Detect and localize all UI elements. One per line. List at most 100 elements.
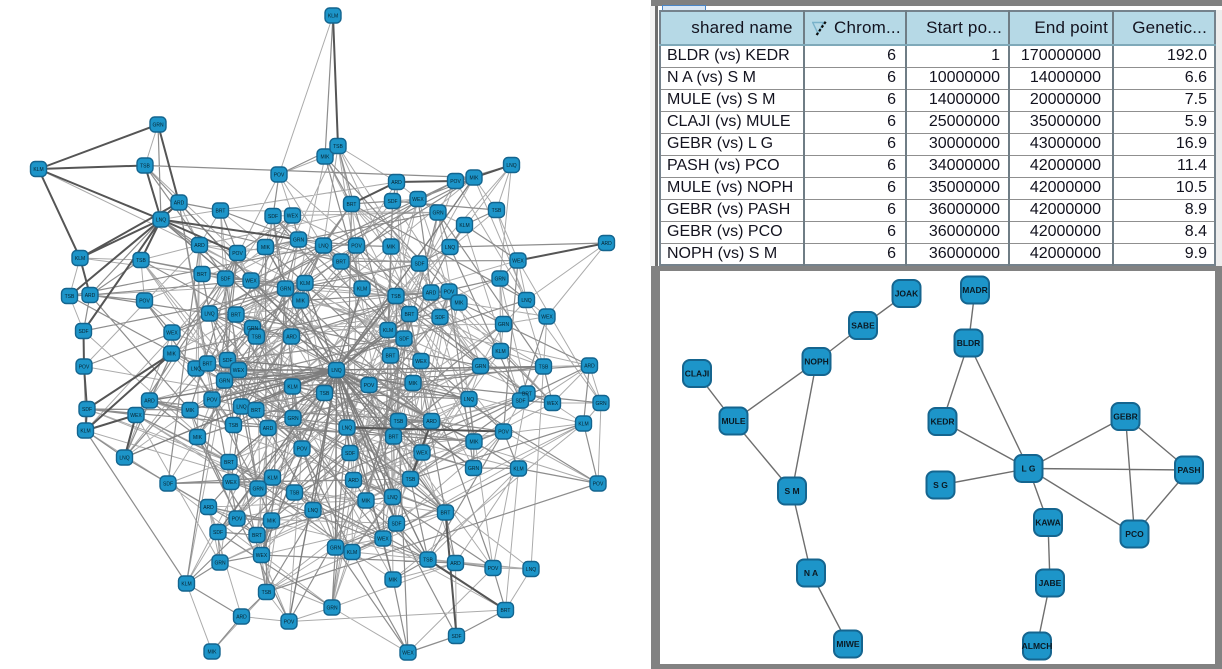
svg-text:MIK: MIK [167,351,177,357]
svg-text:SDF: SDF [268,214,278,220]
svg-text:ALMCH: ALMCH [1022,641,1053,651]
svg-text:KLM: KLM [75,256,85,262]
svg-text:SABE: SABE [851,321,875,331]
svg-text:GRN: GRN [494,276,506,282]
svg-text:ARD: ARD [426,290,437,296]
svg-text:ARD: ARD [391,180,402,186]
svg-text:ARD: ARD [194,243,205,249]
svg-text:LNQ: LNQ [204,311,214,317]
svg-text:SDF: SDF [388,199,398,205]
svg-text:CLAJI: CLAJI [685,369,710,379]
svg-text:WEX: WEX [245,278,257,284]
svg-text:MIK: MIK [362,498,372,504]
svg-text:KLM: KLM [80,428,90,434]
svg-text:ARD: ARD [144,398,155,404]
svg-text:MIK: MIK [193,435,203,441]
svg-text:KLM: KLM [181,581,191,587]
svg-text:BRT: BRT [197,272,207,278]
svg-text:KLM: KLM [347,550,357,556]
svg-text:MIK: MIK [186,408,196,414]
svg-text:WEX: WEX [541,314,553,320]
svg-text:BRT: BRT [216,208,226,214]
svg-text:BRT: BRT [389,434,399,440]
svg-text:TSB: TSB [140,163,150,169]
svg-text:BRT: BRT [224,460,234,466]
svg-text:GRN: GRN [432,210,444,216]
svg-text:GRN: GRN [595,401,607,407]
svg-text:S G: S G [933,480,948,490]
svg-text:GRN: GRN [280,286,292,292]
svg-text:GRN: GRN [247,326,259,332]
svg-text:MIK: MIK [455,300,465,306]
svg-text:KEDR: KEDR [930,417,954,427]
svg-text:WEX: WEX [233,368,245,374]
svg-text:TSB: TSB [320,391,330,397]
svg-text:GRN: GRN [214,560,226,566]
svg-text:KLM: KLM [459,223,469,229]
svg-text:SDF: SDF [223,358,233,364]
svg-text:ARD: ARD [584,363,595,369]
svg-text:POV: POV [444,289,455,295]
svg-text:POV: POV [364,383,375,389]
svg-text:KLM: KLM [578,421,588,427]
svg-text:GEBR: GEBR [1113,412,1138,422]
svg-text:SDF: SDF [435,315,445,321]
svg-text:LNQ: LNQ [464,397,474,403]
svg-text:LNQ: LNQ [506,163,516,169]
svg-text:MIK: MIK [470,175,480,181]
svg-text:POV: POV [284,619,295,625]
svg-text:WEX: WEX [225,480,237,486]
svg-text:GRN: GRN [287,416,299,422]
svg-text:POV: POV [450,179,461,185]
svg-text:LNQ: LNQ [387,495,397,501]
svg-text:LNQ: LNQ [445,245,455,251]
svg-text:KLM: KLM [513,466,523,472]
svg-text:POV: POV [232,251,243,257]
svg-text:MIK: MIK [261,245,271,251]
svg-text:LNQ: LNQ [318,243,328,249]
svg-text:MIK: MIK [321,154,331,160]
svg-text:BRT: BRT [405,312,415,318]
svg-text:SDF: SDF [82,407,92,413]
svg-text:ARD: ARD [348,478,359,484]
svg-text:KLM: KLM [383,328,393,334]
svg-text:BRT: BRT [347,202,357,208]
svg-text:GRN: GRN [326,605,338,611]
svg-text:BLDR: BLDR [957,338,981,348]
svg-text:KLM: KLM [267,475,277,481]
svg-text:PCO: PCO [1125,529,1144,539]
svg-text:JABE: JABE [1039,578,1062,588]
svg-text:TSB: TSB [229,423,239,429]
svg-text:SDF: SDF [163,481,173,487]
svg-text:WEX: WEX [166,330,178,336]
svg-text:TSB: TSB [406,477,416,483]
svg-text:PASH: PASH [1178,465,1201,475]
svg-text:POV: POV [79,364,90,370]
svg-text:LNQ: LNQ [308,508,318,514]
svg-text:BRT: BRT [251,408,261,414]
svg-text:SDF: SDF [392,521,402,527]
svg-text:TSB: TSB [262,590,272,596]
svg-text:LNQ: LNQ [191,366,201,372]
svg-text:MIK: MIK [389,577,399,583]
svg-text:KLM: KLM [357,286,367,292]
svg-text:S M: S M [784,486,799,496]
svg-text:ARD: ARD [263,426,274,432]
svg-text:MULE: MULE [721,416,745,426]
svg-text:L G: L G [1021,464,1035,474]
svg-text:NOPH: NOPH [804,357,829,367]
svg-text:SDF: SDF [516,398,526,404]
svg-text:GRN: GRN [498,322,510,328]
svg-text:KLM: KLM [287,384,297,390]
svg-text:WEX: WEX [547,401,559,407]
svg-text:WEX: WEX [130,413,142,419]
svg-text:SDF: SDF [221,276,231,282]
svg-text:GRN: GRN [293,237,305,243]
svg-text:MIK: MIK [409,381,419,387]
svg-text:N A: N A [804,568,818,578]
svg-text:BRT: BRT [386,353,396,359]
svg-text:ARD: ARD [601,241,612,247]
svg-text:TSB: TSB [492,208,502,214]
svg-text:GRN: GRN [475,364,487,370]
svg-text:SDF: SDF [415,261,425,267]
